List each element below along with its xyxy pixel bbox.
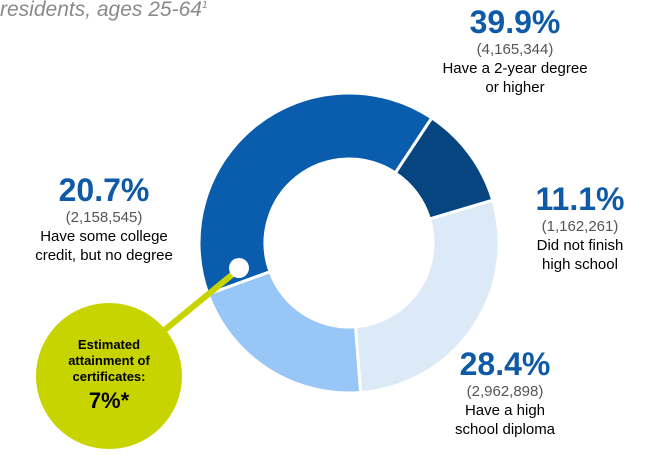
label-some-college: 20.7% (2,158,545) Have some college cred… <box>14 172 194 265</box>
certificates-callout: Estimated attainment of certificates: 7%… <box>36 303 182 449</box>
label-two-year-degree: 39.9% (4,165,344) Have a 2-year degree o… <box>410 4 620 97</box>
label-percent: 20.7% <box>58 172 150 208</box>
chart-subtitle: residents, ages 25-641 <box>0 0 208 22</box>
label-count: (1,162,261) <box>541 218 619 235</box>
label-description: Have a 2-year degree or higher <box>442 60 588 96</box>
slice-two-year-degree <box>197 91 434 297</box>
label-count: (2,962,898) <box>466 383 544 400</box>
label-percent: 28.4% <box>459 346 551 382</box>
slice-high-school-diploma <box>353 198 501 395</box>
label-high-school-diploma: 28.4% (2,962,898) Have a high school dip… <box>430 346 580 439</box>
label-description: Have some college credit, but no degree <box>35 228 173 264</box>
label-count: (4,165,344) <box>476 41 554 58</box>
label-description: Did not finish high school <box>536 237 624 273</box>
callout-text: Estimated attainment of certificates: <box>68 337 150 384</box>
callout-value: 7%* <box>88 388 130 413</box>
subtitle-text: residents, ages 25-64 <box>0 0 202 21</box>
label-count: (2,158,545) <box>65 209 143 226</box>
callout-anchor-dot <box>229 258 249 278</box>
label-description: Have a high school diploma <box>454 402 556 438</box>
label-percent: 11.1% <box>535 181 625 217</box>
label-no-high-school: 11.1% (1,162,261) Did not finish high sc… <box>514 181 645 274</box>
slice-some-college <box>206 269 363 395</box>
label-percent: 39.9% <box>469 4 561 40</box>
footnote-marker: 1 <box>201 0 208 11</box>
